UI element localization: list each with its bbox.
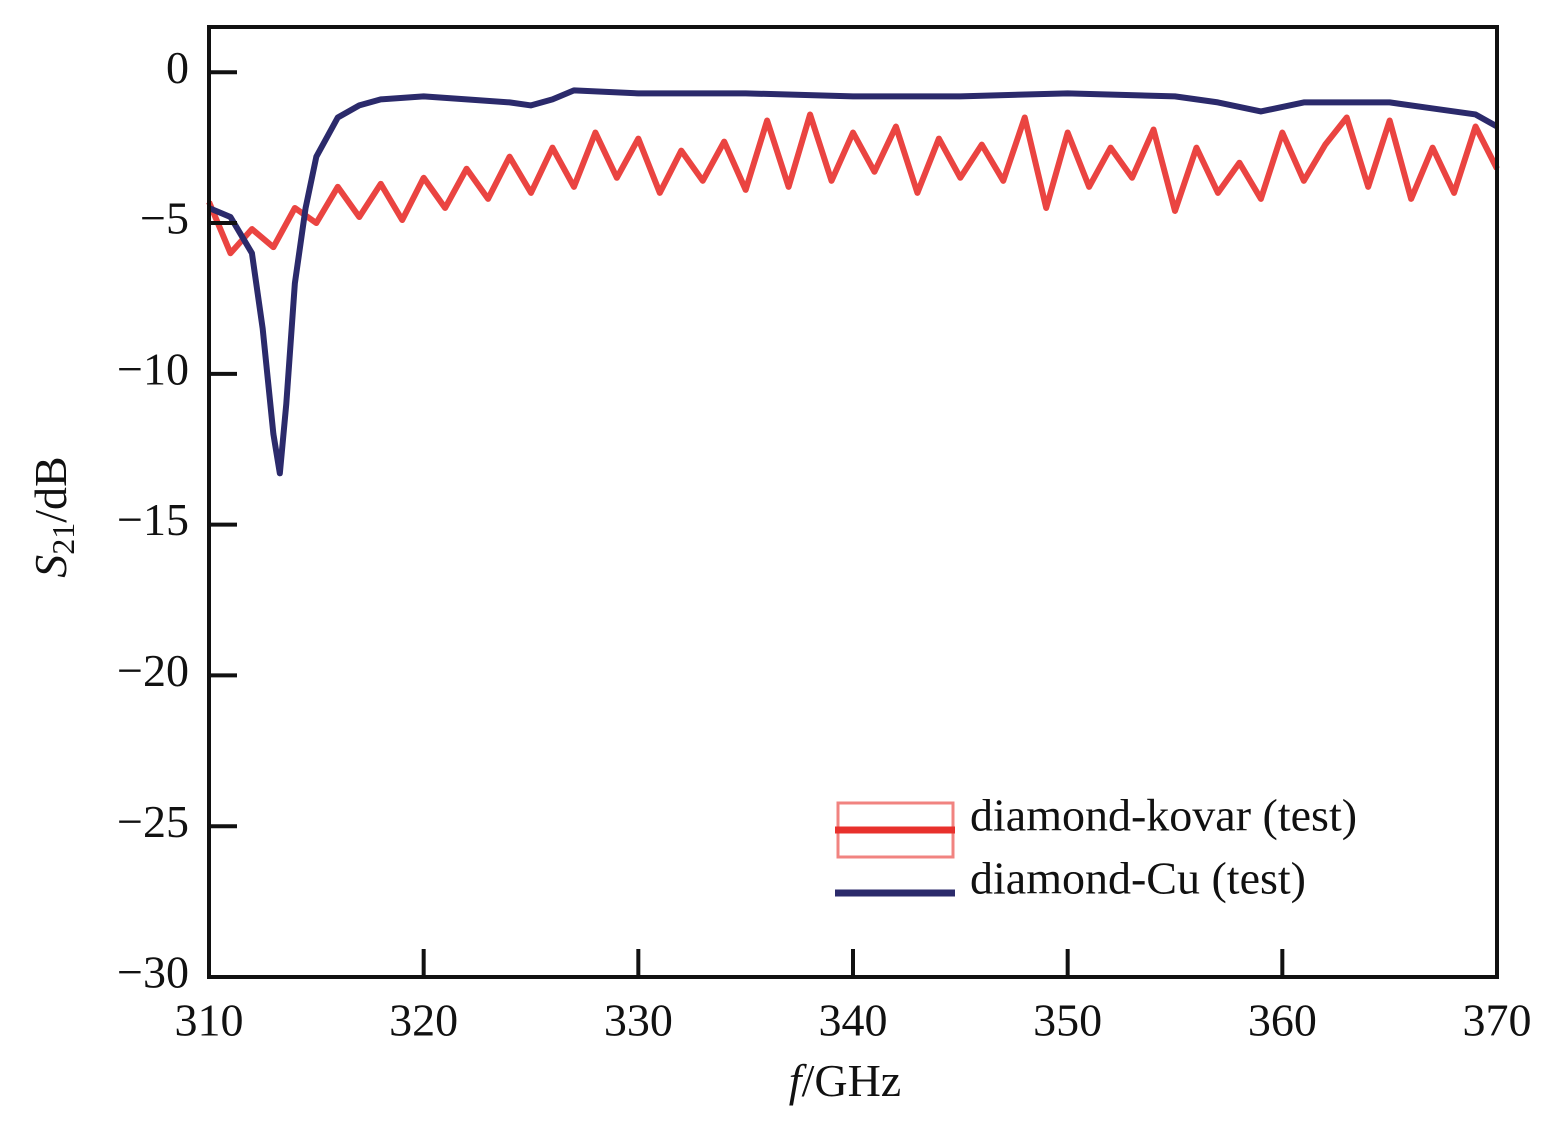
y-tick-label: −25 <box>117 796 189 847</box>
x-tick-label: 310 <box>175 995 244 1046</box>
y-tick-label: 0 <box>166 42 189 93</box>
y-label-unit: /dB <box>25 456 76 522</box>
y-tick-label: −20 <box>117 645 189 696</box>
y-tick-label: −15 <box>117 494 189 545</box>
y-tick-label: −5 <box>140 193 189 244</box>
x-tick-label: 320 <box>389 995 458 1046</box>
data-line <box>207 87 1499 477</box>
x-tick-label: 350 <box>1033 995 1102 1046</box>
x-tick-label: 340 <box>819 995 888 1046</box>
y-label-symbol: S <box>25 555 76 578</box>
y-axis-label: S21/dB <box>25 456 82 577</box>
x-tick-label: 360 <box>1248 995 1317 1046</box>
y-tick-label: −30 <box>117 947 189 998</box>
y-label-subscript: 21 <box>45 523 81 555</box>
data-line <box>206 111 1500 257</box>
x-tick-label: 370 <box>1463 995 1532 1046</box>
x-label-unit: /GHz <box>802 1055 902 1106</box>
x-tick-label: 330 <box>604 995 673 1046</box>
legend-label: diamond-Cu (test) <box>970 853 1306 904</box>
y-tick-label: −10 <box>117 343 189 394</box>
x-axis-label: f/GHz <box>789 1055 901 1106</box>
legend-label: diamond-kovar (test) <box>970 790 1357 841</box>
